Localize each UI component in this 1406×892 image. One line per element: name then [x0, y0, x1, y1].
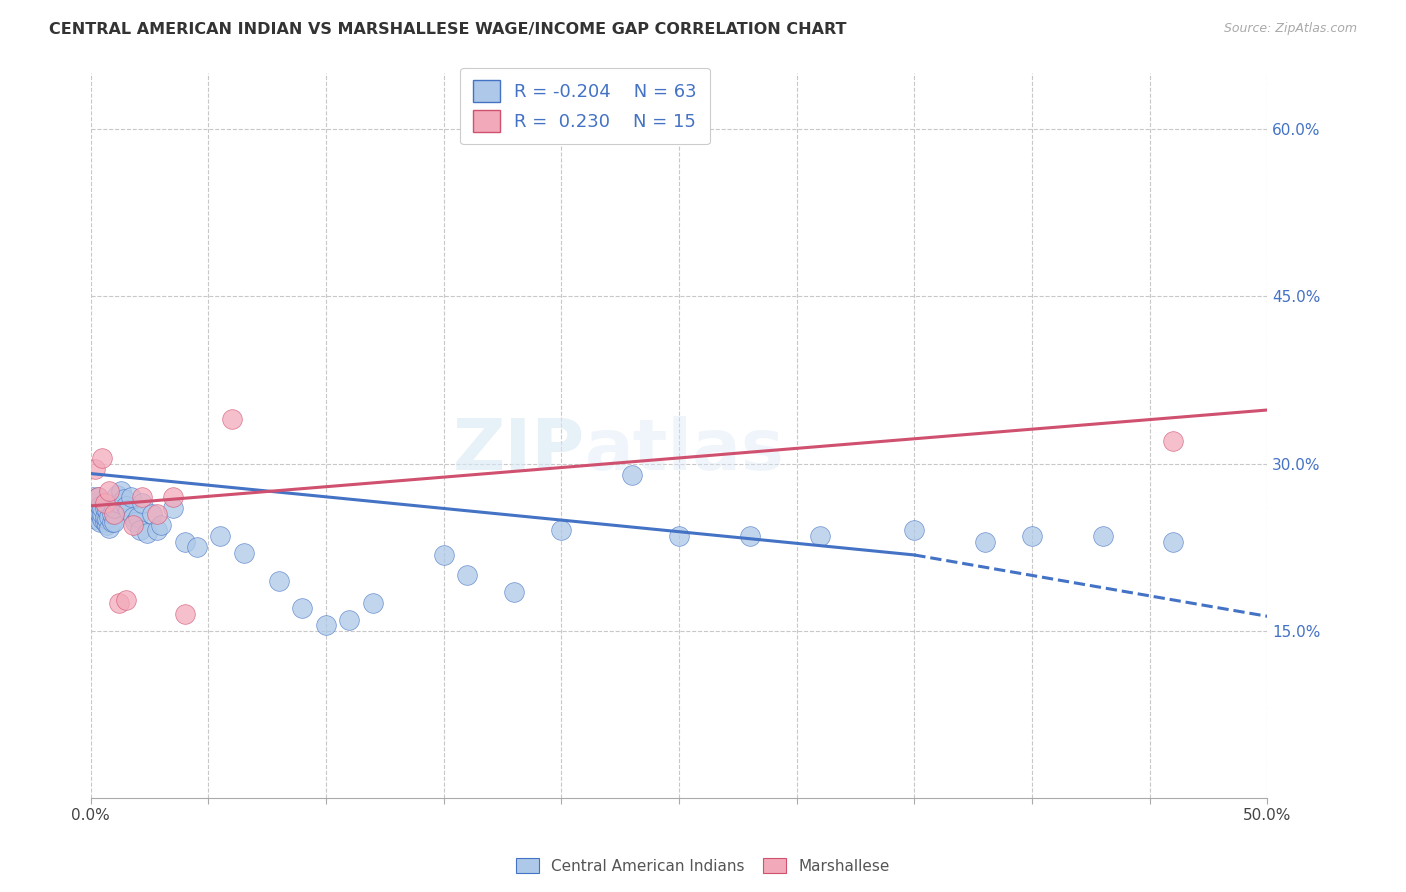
- Point: [89, 499, 111, 513]
- Point: [103, 501, 125, 516]
- Point: [101, 507, 124, 521]
- Point: [903, 524, 925, 538]
- Point: [84, 512, 107, 526]
- Point: [232, 546, 254, 560]
- Point: [93, 510, 115, 524]
- Point: [1161, 434, 1184, 449]
- Point: [89, 507, 111, 521]
- Point: [361, 596, 384, 610]
- Point: [291, 601, 314, 615]
- Point: [96, 512, 118, 526]
- Point: [103, 515, 125, 529]
- Point: [122, 517, 145, 532]
- Point: [101, 515, 124, 529]
- Point: [974, 534, 997, 549]
- Text: atlas: atlas: [585, 416, 785, 484]
- Text: Source: ZipAtlas.com: Source: ZipAtlas.com: [1223, 22, 1357, 36]
- Point: [141, 507, 163, 521]
- Point: [93, 515, 115, 529]
- Point: [668, 529, 690, 543]
- Text: ZIP: ZIP: [453, 416, 585, 484]
- Point: [93, 501, 115, 516]
- Point: [84, 495, 107, 509]
- Point: [86, 501, 108, 516]
- Point: [96, 517, 118, 532]
- Point: [84, 462, 107, 476]
- Point: [1161, 534, 1184, 549]
- Point: [339, 613, 361, 627]
- Point: [173, 607, 195, 621]
- Point: [120, 490, 142, 504]
- Point: [129, 524, 152, 538]
- Point: [93, 495, 115, 509]
- Point: [136, 525, 159, 540]
- Point: [145, 524, 167, 538]
- Point: [91, 507, 114, 521]
- Point: [127, 510, 149, 524]
- Point: [1021, 529, 1043, 543]
- Point: [96, 503, 118, 517]
- Point: [108, 495, 131, 509]
- Point: [209, 529, 232, 543]
- Point: [110, 484, 132, 499]
- Text: CENTRAL AMERICAN INDIAN VS MARSHALLESE WAGE/INCOME GAP CORRELATION CHART: CENTRAL AMERICAN INDIAN VS MARSHALLESE W…: [49, 22, 846, 37]
- Point: [221, 412, 243, 426]
- Point: [86, 490, 108, 504]
- Point: [124, 515, 146, 529]
- Point: [91, 512, 114, 526]
- Point: [186, 540, 208, 554]
- Point: [115, 592, 138, 607]
- Point: [433, 548, 456, 562]
- Point: [98, 521, 121, 535]
- Legend: R = -0.204    N = 63, R =  0.230    N = 15: R = -0.204 N = 63, R = 0.230 N = 15: [460, 68, 710, 145]
- Point: [98, 484, 121, 499]
- Point: [173, 534, 195, 549]
- Point: [86, 490, 108, 504]
- Point: [315, 618, 337, 632]
- Point: [112, 492, 135, 507]
- Point: [267, 574, 290, 588]
- Point: [105, 488, 128, 502]
- Point: [91, 450, 114, 465]
- Point: [145, 507, 167, 521]
- Point: [456, 568, 478, 582]
- Point: [808, 529, 831, 543]
- Point: [738, 529, 761, 543]
- Point: [162, 490, 184, 504]
- Point: [122, 510, 145, 524]
- Point: [503, 584, 526, 599]
- Point: [103, 507, 125, 521]
- Point: [131, 490, 153, 504]
- Point: [620, 467, 643, 482]
- Point: [108, 596, 131, 610]
- Point: [550, 524, 572, 538]
- Point: [89, 515, 111, 529]
- Point: [1091, 529, 1114, 543]
- Point: [91, 501, 114, 516]
- Point: [131, 495, 153, 509]
- Point: [98, 510, 121, 524]
- Point: [150, 517, 173, 532]
- Legend: Central American Indians, Marshallese: Central American Indians, Marshallese: [510, 852, 896, 880]
- Point: [86, 507, 108, 521]
- Point: [117, 503, 139, 517]
- Point: [115, 499, 138, 513]
- Point: [162, 501, 184, 516]
- Point: [82, 490, 104, 504]
